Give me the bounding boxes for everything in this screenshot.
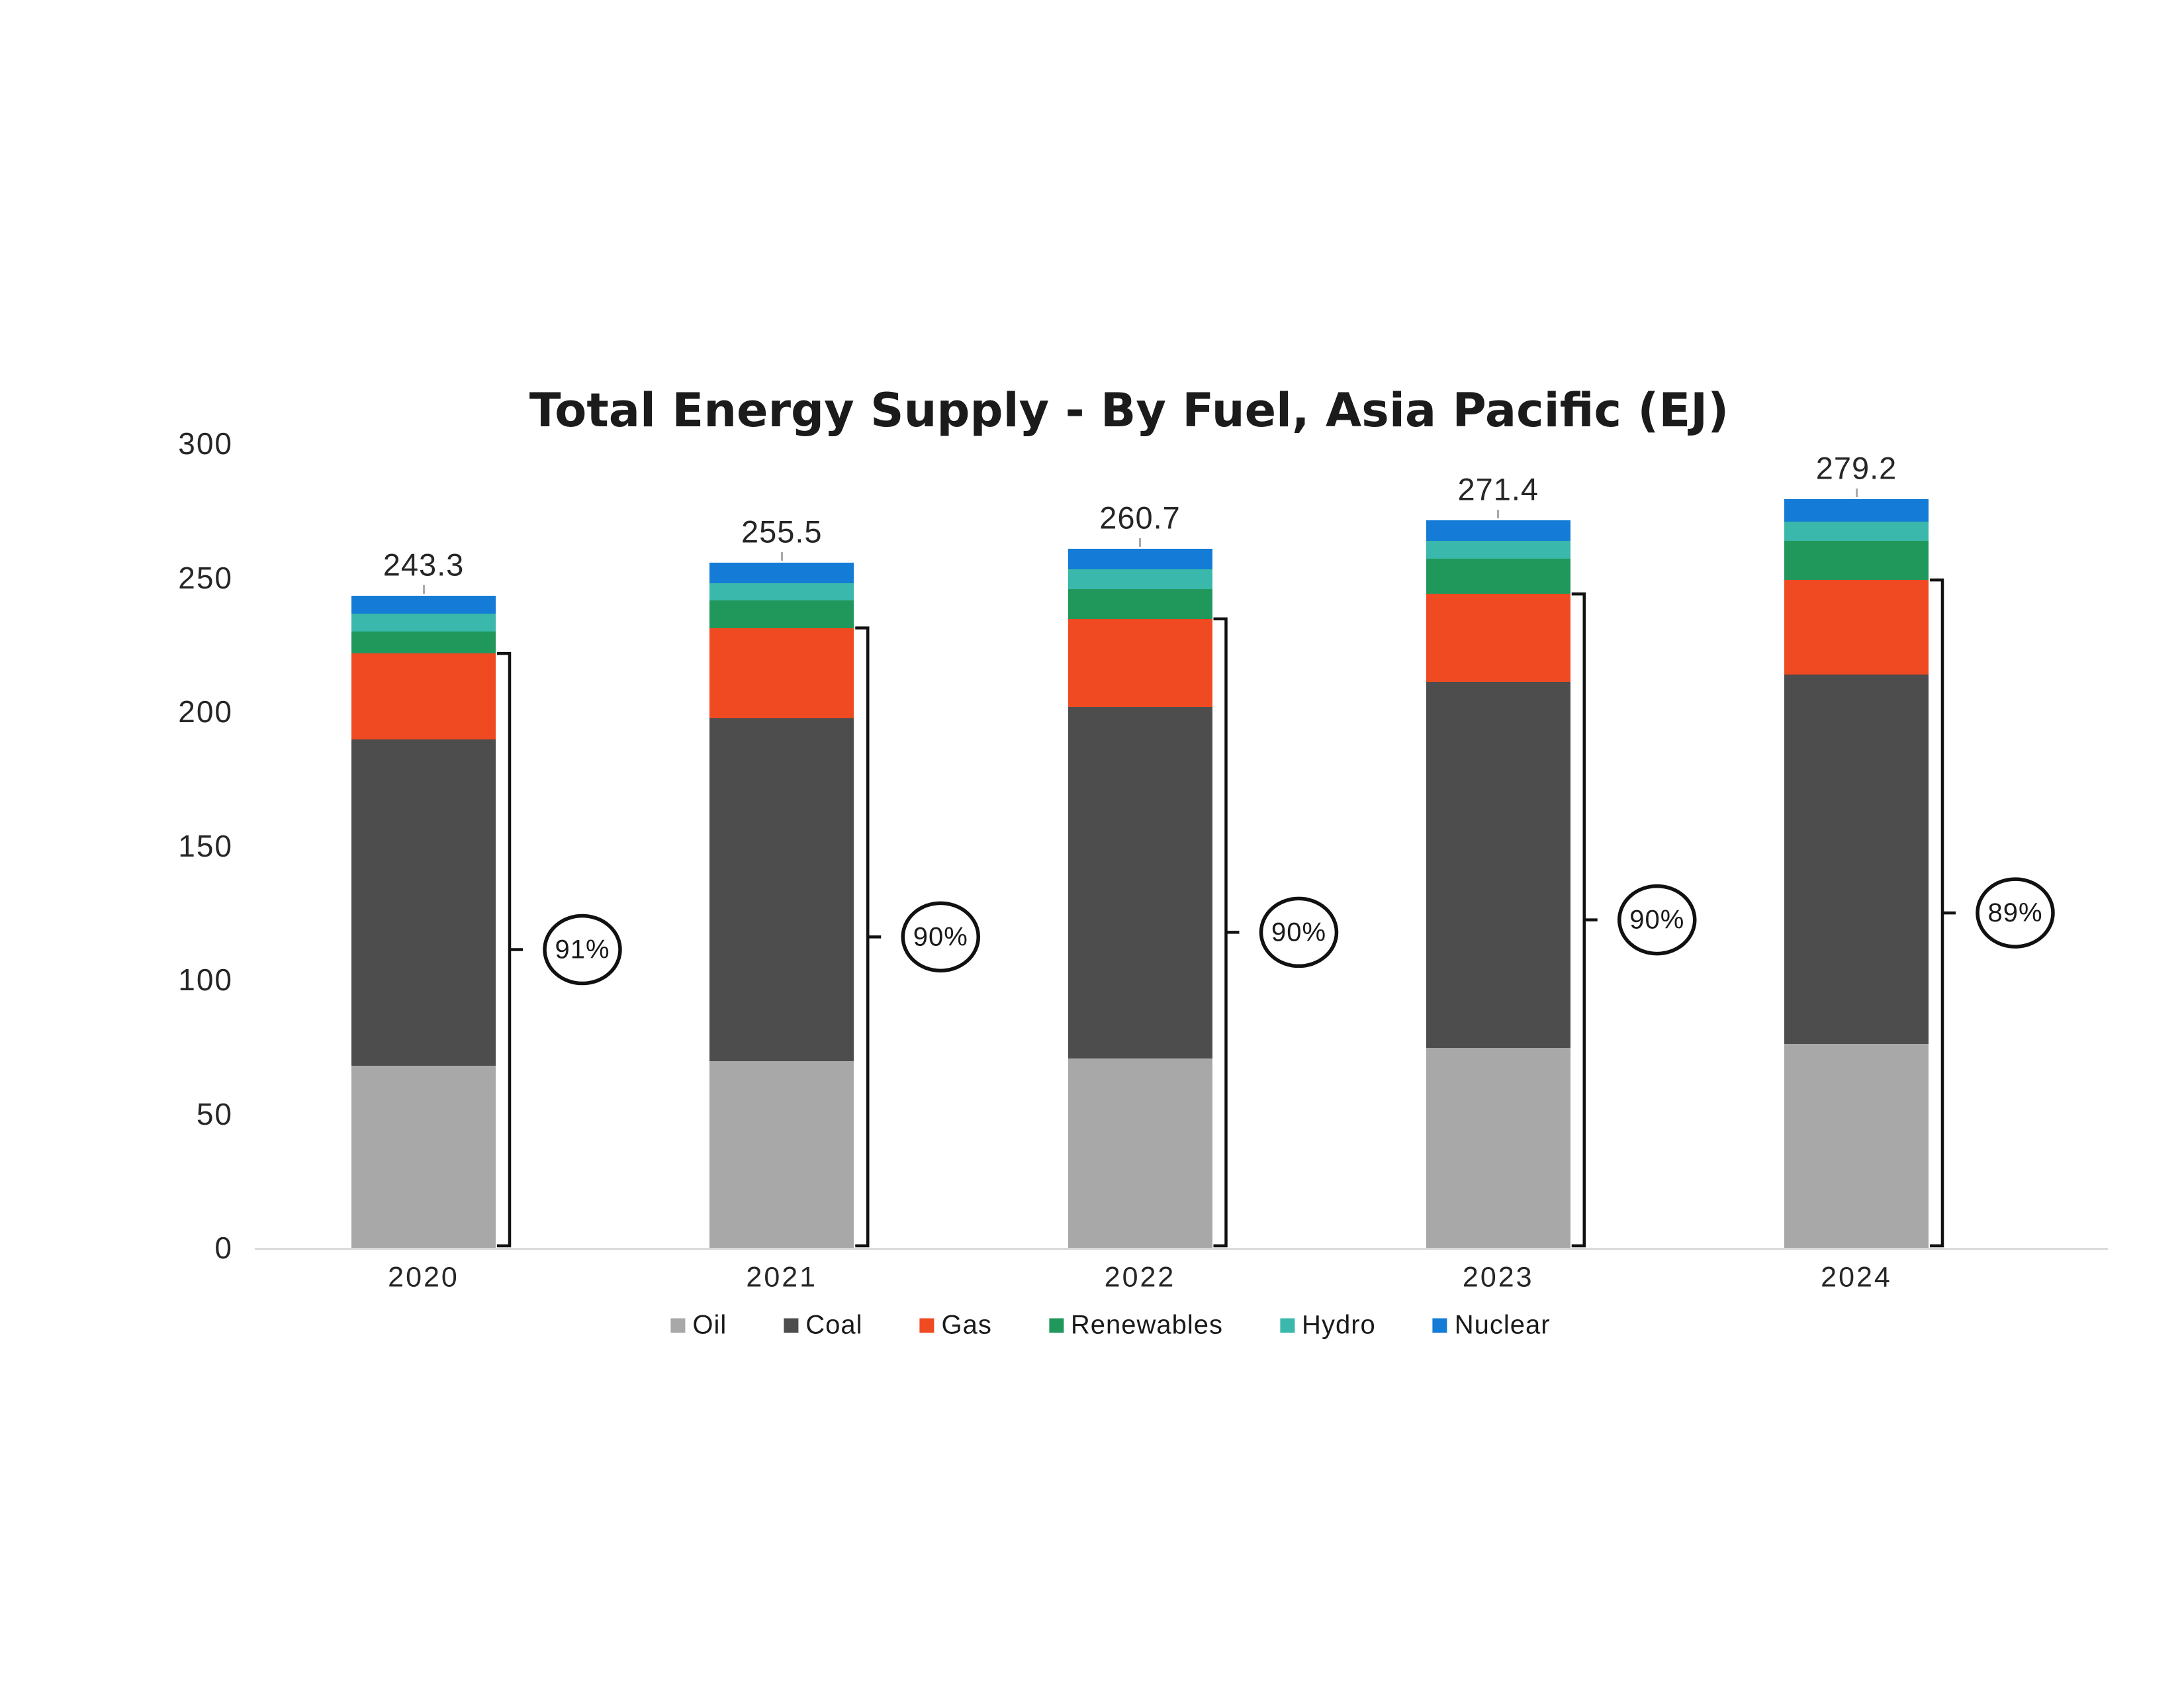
bar-total-label: 271.4 <box>1457 471 1539 507</box>
bar-segment-nuclear-2024[interactable] <box>1784 499 1929 522</box>
legend-color-chip-renewables <box>1048 1318 1064 1333</box>
legend-label: Oil <box>692 1310 727 1340</box>
x-tick-label-2020: 2020 <box>388 1261 459 1293</box>
x-tick-label-2022: 2022 <box>1104 1261 1176 1293</box>
bar-segment-coal-2020[interactable] <box>351 739 496 1066</box>
bar-segment-coal-2023[interactable] <box>1426 682 1570 1048</box>
fossil-share-circle-2020 <box>543 914 622 986</box>
bar-segment-hydro-2023[interactable] <box>1426 541 1570 559</box>
x-tick-label-2023: 2023 <box>1462 1261 1534 1293</box>
x-tick-label-2021: 2021 <box>746 1261 818 1293</box>
x-tick-label-2024: 2024 <box>1821 1261 1892 1293</box>
legend-color-chip-hydro <box>1280 1318 1295 1333</box>
stacked-bar-2020 <box>351 595 496 1248</box>
fossil-share-percentage: 90% <box>913 922 968 951</box>
bar-segment-coal-2022[interactable] <box>1068 706 1212 1058</box>
legend-label: Renewables <box>1070 1310 1224 1340</box>
bar-total-label: 279.2 <box>1815 450 1897 486</box>
y-tick-label: 50 <box>196 1096 233 1131</box>
total-label-leader-line <box>780 552 783 561</box>
bar-segment-nuclear-2021[interactable] <box>709 563 854 583</box>
fossil-share-percentage: 90% <box>1271 917 1326 947</box>
x-axis-line <box>255 1248 2108 1250</box>
fossil-bracket-2021 <box>855 626 882 1248</box>
fossil-share-percentage: 90% <box>1629 906 1684 935</box>
bar-segment-oil-2022[interactable] <box>1068 1058 1212 1248</box>
fossil-share-circle-2023 <box>1617 884 1697 956</box>
bar-segment-nuclear-2023[interactable] <box>1426 520 1570 541</box>
legend-item-oil[interactable]: Oil <box>670 1311 727 1340</box>
fossil-share-circle-2022 <box>1259 896 1339 968</box>
legend-item-coal[interactable]: Coal <box>784 1311 862 1340</box>
legend-color-chip-nuclear <box>1432 1318 1447 1333</box>
bar-segment-renewables-2022[interactable] <box>1068 589 1212 619</box>
bar-segment-oil-2024[interactable] <box>1784 1044 1929 1248</box>
legend-item-hydro[interactable]: Hydro <box>1280 1311 1376 1340</box>
bar-segment-gas-2022[interactable] <box>1068 618 1212 707</box>
legend: Oil Coal Gas Renewables Hydro Nuclear <box>670 1311 1550 1340</box>
fossil-bracket-2024 <box>1930 578 1956 1248</box>
stacked-bar-2022 <box>1068 549 1212 1248</box>
legend-label: Hydro <box>1302 1310 1376 1340</box>
fossil-share-percentage: 91% <box>555 935 610 964</box>
bar-segment-gas-2023[interactable] <box>1426 594 1570 682</box>
bar-segment-coal-2021[interactable] <box>709 718 854 1061</box>
y-tick-label: 150 <box>178 828 233 863</box>
fossil-share-percentage: 89% <box>1987 898 2042 927</box>
fossil-bracket-2022 <box>1213 617 1240 1248</box>
bar-segment-nuclear-2020[interactable] <box>351 595 496 614</box>
bar-segment-oil-2023[interactable] <box>1426 1047 1570 1248</box>
total-label-leader-line <box>1855 489 1858 498</box>
bar-segment-gas-2020[interactable] <box>351 653 496 740</box>
y-tick-label: 300 <box>178 426 233 461</box>
bar-segment-renewables-2020[interactable] <box>351 631 496 654</box>
chart-title: Total Energy Supply - By Fuel, Asia Paci… <box>529 383 1729 438</box>
legend-color-chip-oil <box>670 1318 686 1333</box>
fossil-share-circle-2024 <box>1976 877 2055 949</box>
bar-segment-renewables-2021[interactable] <box>709 600 854 628</box>
bar-segment-renewables-2024[interactable] <box>1784 541 1929 581</box>
y-tick-label: 200 <box>178 694 233 729</box>
stacked-bar-2023 <box>1426 520 1570 1248</box>
y-tick-label: 0 <box>214 1231 233 1265</box>
y-tick-label: 250 <box>178 560 233 595</box>
bar-segment-oil-2021[interactable] <box>709 1060 854 1248</box>
bar-segment-gas-2021[interactable] <box>709 628 854 718</box>
bar-segment-hydro-2022[interactable] <box>1068 569 1212 590</box>
legend-color-chip-gas <box>919 1318 934 1333</box>
stacked-bar-2021 <box>709 563 854 1248</box>
bar-total-label: 243.3 <box>383 547 465 583</box>
bar-segment-coal-2024[interactable] <box>1784 675 1929 1045</box>
fossil-share-circle-2021 <box>901 901 980 973</box>
legend-item-nuclear[interactable]: Nuclear <box>1432 1310 1551 1340</box>
legend-item-renewables[interactable]: Renewables <box>1048 1310 1224 1340</box>
bar-segment-hydro-2021[interactable] <box>709 583 854 601</box>
legend-item-gas[interactable]: Gas <box>919 1310 992 1340</box>
bar-segment-hydro-2020[interactable] <box>351 614 496 632</box>
total-label-leader-line <box>1139 538 1141 547</box>
total-label-leader-line <box>1497 509 1500 518</box>
y-tick-label: 100 <box>178 962 233 997</box>
fossil-bracket-2023 <box>1571 592 1598 1248</box>
legend-label: Coal <box>805 1310 863 1340</box>
legend-color-chip-coal <box>784 1318 799 1333</box>
bar-segment-nuclear-2022[interactable] <box>1068 549 1212 569</box>
bar-total-label: 260.7 <box>1099 500 1181 536</box>
total-label-leader-line <box>422 585 425 594</box>
bar-segment-oil-2020[interactable] <box>351 1065 496 1248</box>
bar-segment-renewables-2023[interactable] <box>1426 559 1570 594</box>
fossil-bracket-2020 <box>497 651 523 1248</box>
bar-total-label: 255.5 <box>741 514 823 549</box>
legend-label: Nuclear <box>1454 1310 1551 1340</box>
stacked-bar-2024 <box>1784 499 1929 1248</box>
bar-segment-gas-2024[interactable] <box>1784 580 1929 675</box>
legend-label: Gas <box>941 1310 992 1340</box>
bar-segment-hydro-2024[interactable] <box>1784 521 1929 541</box>
